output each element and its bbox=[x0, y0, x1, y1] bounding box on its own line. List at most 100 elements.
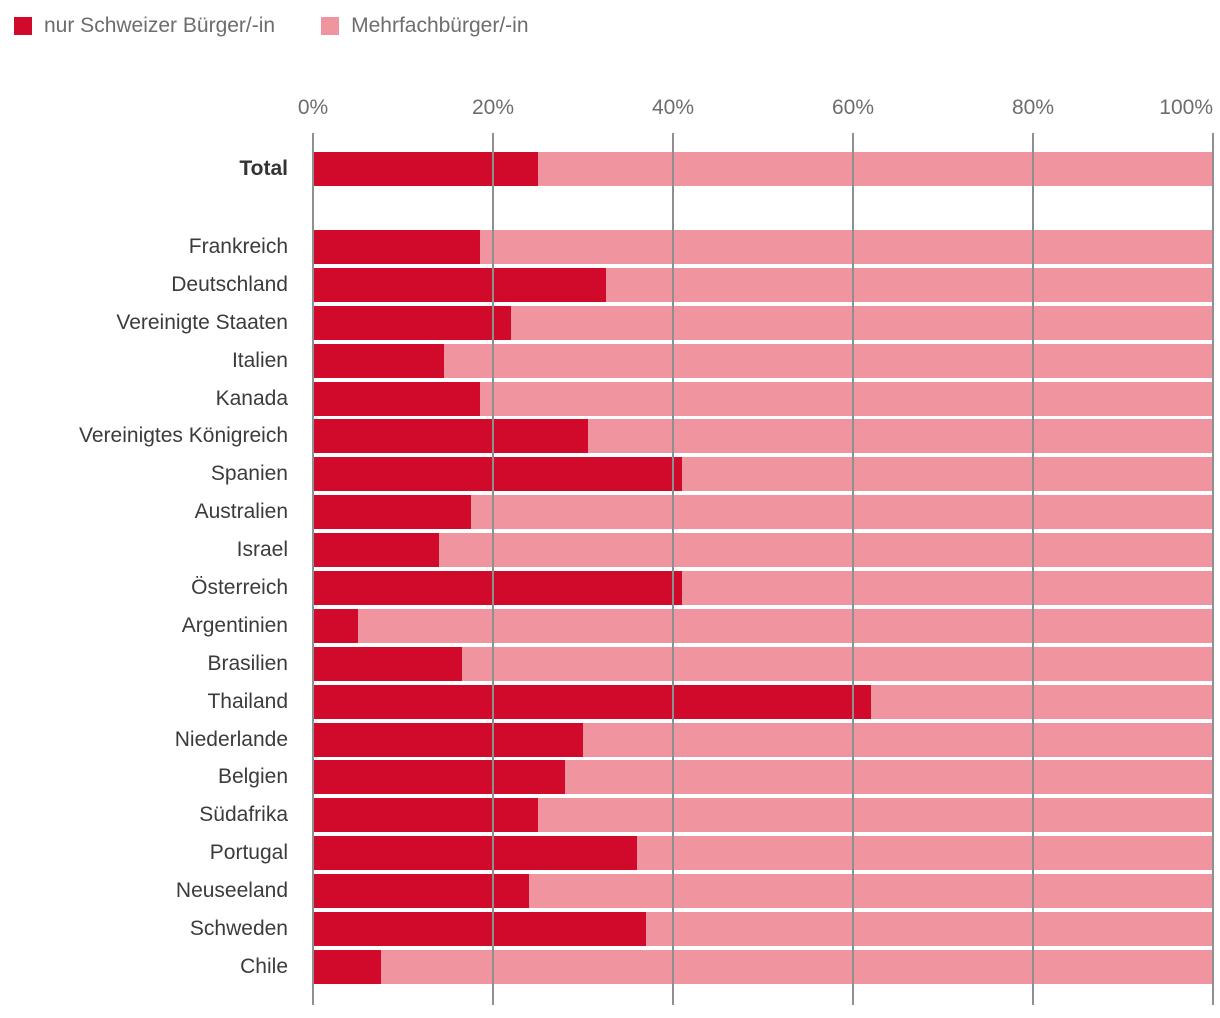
bar-segment-swiss-only bbox=[313, 684, 871, 719]
bar-row: Belgien bbox=[0, 758, 1213, 796]
bar-track bbox=[313, 381, 1213, 416]
row-label: Thailand bbox=[207, 689, 288, 713]
axis-tick-label: 20% bbox=[471, 96, 515, 119]
row-label: Spanien bbox=[210, 462, 288, 486]
bar-segment-dual-citizen bbox=[538, 798, 1213, 833]
bar-row: Italien bbox=[0, 342, 1213, 380]
bar-row: Spanien bbox=[0, 455, 1213, 493]
bar-segment-dual-citizen bbox=[443, 343, 1213, 378]
bar-segment-swiss-only bbox=[313, 229, 480, 264]
row-label: Israel bbox=[236, 538, 288, 562]
row-label: Schweden bbox=[189, 916, 288, 940]
row-label: Italien bbox=[231, 348, 288, 372]
row-label: Neuseeland bbox=[175, 879, 288, 903]
legend-item-swiss-only: nur Schweizer Bürger/-in bbox=[14, 14, 275, 38]
row-label: Australien bbox=[194, 500, 288, 524]
bar-segment-swiss-only bbox=[313, 533, 439, 568]
row-label: Brasilien bbox=[207, 651, 288, 675]
bar-track bbox=[313, 646, 1213, 681]
bar-track bbox=[313, 152, 1213, 186]
bar-segment-dual-citizen bbox=[637, 836, 1213, 871]
axis-tick-label: 100% bbox=[1159, 96, 1213, 119]
bar-row: Chile bbox=[0, 948, 1213, 986]
row-label: Total bbox=[239, 157, 288, 180]
bar-row: Kanada bbox=[0, 380, 1213, 418]
row-label: Frankreich bbox=[188, 234, 288, 258]
bar-segment-dual-citizen bbox=[461, 646, 1213, 681]
row-label: Belgien bbox=[217, 765, 288, 789]
bar-segment-swiss-only bbox=[313, 570, 682, 605]
bar-segment-dual-citizen bbox=[605, 267, 1213, 302]
bar-segment-swiss-only bbox=[313, 343, 444, 378]
bar-row: Schweden bbox=[0, 910, 1213, 948]
bar-track bbox=[313, 229, 1213, 264]
row-label: Vereinigte Staaten bbox=[116, 310, 288, 334]
bar-track bbox=[313, 911, 1213, 946]
axis-tick-label: 0% bbox=[297, 96, 329, 119]
bar-track bbox=[313, 722, 1213, 757]
legend-swatch-swiss-only bbox=[14, 17, 32, 35]
bar-segment-dual-citizen bbox=[682, 570, 1213, 605]
bar-track bbox=[313, 760, 1213, 795]
bar-row: Südafrika bbox=[0, 796, 1213, 834]
bar-track bbox=[313, 608, 1213, 643]
x-axis: 0% 20% 40% 60% 80% 100% bbox=[298, 96, 1213, 128]
bar-segment-dual-citizen bbox=[380, 949, 1213, 984]
bar-segment-swiss-only bbox=[313, 608, 358, 643]
bar-row: Niederlande bbox=[0, 721, 1213, 759]
bar-rows: Total Frankreich Deutschland Vereinigte Sta… bbox=[0, 133, 1213, 986]
bar-row: Frankreich bbox=[0, 228, 1213, 266]
bar-segment-dual-citizen bbox=[529, 874, 1213, 909]
bar-segment-swiss-only bbox=[313, 381, 480, 416]
legend: nur Schweizer Bürger/-in Mehrfachbürger/… bbox=[14, 14, 529, 38]
bar-segment-dual-citizen bbox=[470, 495, 1213, 530]
bar-segment-swiss-only bbox=[313, 836, 637, 871]
bar-track bbox=[313, 874, 1213, 909]
bar-track bbox=[313, 267, 1213, 302]
bar-segment-dual-citizen bbox=[439, 533, 1213, 568]
bar-row: Thailand bbox=[0, 683, 1213, 721]
bar-track bbox=[313, 836, 1213, 871]
row-label: Argentinien bbox=[181, 613, 288, 637]
bar-track bbox=[313, 457, 1213, 492]
bar-track bbox=[313, 684, 1213, 719]
bar-segment-swiss-only bbox=[313, 760, 565, 795]
bar-track bbox=[313, 798, 1213, 833]
bar-row: Portugal bbox=[0, 834, 1213, 872]
bar-row: Vereinigte Staaten bbox=[0, 304, 1213, 342]
row-label: Vereinigtes Königreich bbox=[79, 424, 288, 448]
bar-segment-swiss-only bbox=[313, 495, 471, 530]
bar-row: Israel bbox=[0, 531, 1213, 569]
row-label: Portugal bbox=[209, 841, 288, 865]
row-label: Niederlande bbox=[174, 727, 288, 751]
bar-track bbox=[313, 343, 1213, 378]
row-label: Chile bbox=[240, 954, 288, 978]
bar-segment-dual-citizen bbox=[479, 229, 1213, 264]
bar-segment-swiss-only bbox=[313, 152, 538, 186]
legend-label-swiss-only: nur Schweizer Bürger/-in bbox=[44, 14, 276, 37]
bar-row: Deutschland bbox=[0, 266, 1213, 304]
legend-label-dual-citizen: Mehrfachbürger/-in bbox=[351, 14, 529, 37]
bar-segment-swiss-only bbox=[313, 949, 381, 984]
bar-segment-swiss-only bbox=[313, 457, 682, 492]
bar-row: Australien bbox=[0, 493, 1213, 531]
bar-segment-swiss-only bbox=[313, 419, 588, 454]
legend-swatch-dual-citizen bbox=[321, 17, 340, 35]
bar-track bbox=[313, 570, 1213, 605]
row-label: Kanada bbox=[215, 386, 288, 410]
bar-segment-dual-citizen bbox=[358, 608, 1213, 643]
bar-row: Argentinien bbox=[0, 607, 1213, 645]
row-label: Österreich bbox=[191, 575, 288, 599]
axis-tick-label: 60% bbox=[831, 96, 875, 119]
bar-segment-dual-citizen bbox=[871, 684, 1213, 719]
bar-segment-dual-citizen bbox=[682, 457, 1213, 492]
bar-row: Brasilien bbox=[0, 645, 1213, 683]
bar-segment-dual-citizen bbox=[646, 911, 1213, 946]
bar-row: Neuseeland bbox=[0, 872, 1213, 910]
bar-row: Österreich bbox=[0, 569, 1213, 607]
bar-segment-dual-citizen bbox=[587, 419, 1213, 454]
legend-item-dual-citizen: Mehrfachbürger/-in bbox=[321, 14, 529, 38]
row-label: Deutschland bbox=[171, 272, 288, 296]
bar-segment-swiss-only bbox=[313, 874, 529, 909]
